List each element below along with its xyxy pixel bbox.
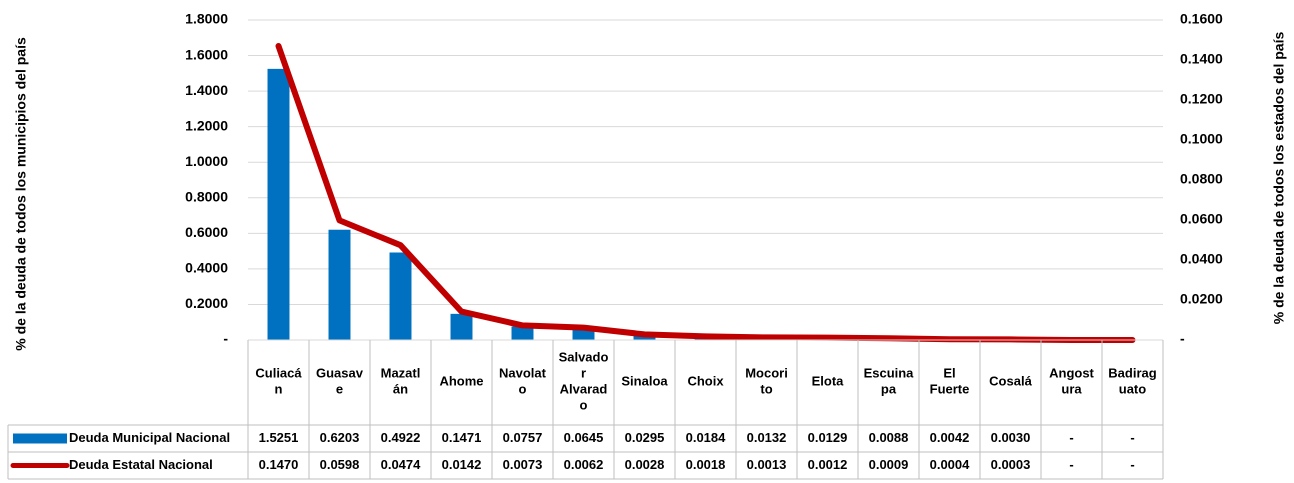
data-table-value: 0.0003 bbox=[991, 457, 1031, 472]
data-table-value: 0.1471 bbox=[442, 430, 482, 445]
x-category-label: Sinaloa bbox=[621, 374, 668, 389]
bar bbox=[450, 313, 473, 340]
data-table-value: 0.1470 bbox=[259, 457, 299, 472]
data-table-value: 0.0004 bbox=[930, 457, 971, 472]
x-category-label: Choix bbox=[687, 374, 724, 389]
data-table-value: 1.5251 bbox=[259, 430, 299, 445]
x-category-label: Guasav e bbox=[316, 366, 364, 397]
data-table-value: 0.0012 bbox=[808, 457, 848, 472]
x-category-label: Cosalá bbox=[989, 374, 1032, 389]
data-table: Culiacá n Guasav e Mazatl án Ahome Navolat o Salv… bbox=[7, 340, 1164, 480]
data-table-value: 0.0088 bbox=[869, 430, 909, 445]
data-table-value: 0.0028 bbox=[625, 457, 665, 472]
data-table-value: 0.0132 bbox=[747, 430, 787, 445]
x-category-label: Culiacá n bbox=[255, 366, 302, 397]
data-table-value: 0.4922 bbox=[381, 430, 421, 445]
x-category-label: Elota bbox=[812, 374, 845, 389]
y-tick-label-left: 0.6000 bbox=[185, 224, 228, 240]
legend-label: Deuda Estatal Nacional bbox=[69, 457, 213, 472]
legend-label: Deuda Municipal Nacional bbox=[69, 430, 230, 445]
x-category-label: Escuina pa bbox=[864, 366, 915, 397]
data-table-value: 0.0142 bbox=[442, 457, 482, 472]
y-tick-label-left: - bbox=[223, 331, 228, 347]
y-tick-label-left: 0.2000 bbox=[185, 295, 228, 311]
data-table-value: 0.0129 bbox=[808, 430, 848, 445]
y-tick-label-right: 0.1000 bbox=[1180, 131, 1223, 147]
data-table-value: 0.0295 bbox=[625, 430, 665, 445]
data-table-value: 0.0030 bbox=[991, 430, 1031, 445]
x-category-label: Mocori to bbox=[745, 366, 788, 397]
bar-series bbox=[267, 68, 1022, 341]
axes: - 0.2000 0.4000 0.6000 0.8000 1.0000 1.2000 1.4… bbox=[185, 11, 1223, 347]
x-category-label: Ahome bbox=[439, 374, 483, 389]
bar bbox=[511, 326, 534, 340]
x-category-label: El Fuerte bbox=[930, 366, 970, 397]
data-table-value: 0.0073 bbox=[503, 457, 543, 472]
data-table-value: 0.0018 bbox=[686, 457, 726, 472]
data-table-value: 0.0013 bbox=[747, 457, 787, 472]
y-axis-label-left: % de la deuda de todos los municipios de… bbox=[13, 37, 29, 351]
y-tick-label-left: 1.6000 bbox=[185, 46, 228, 62]
x-category-label: Badirag uato bbox=[1108, 366, 1156, 397]
bar bbox=[328, 229, 351, 340]
x-category-label: Salvado r Alvarad o bbox=[559, 350, 609, 413]
x-category-label: Mazatl án bbox=[381, 366, 421, 397]
data-table-value: 0.0645 bbox=[564, 430, 604, 445]
y-tick-label-right: 0.1400 bbox=[1180, 51, 1223, 67]
y-tick-label-right: - bbox=[1180, 331, 1185, 347]
y-tick-label-right: 0.1200 bbox=[1180, 91, 1223, 107]
gridlines bbox=[248, 19, 1163, 341]
data-table-value: - bbox=[1069, 430, 1073, 445]
x-category-label: Angost ura bbox=[1049, 366, 1094, 397]
data-table-value: - bbox=[1069, 457, 1073, 472]
y-tick-label-right: 0.0200 bbox=[1180, 291, 1223, 307]
y-tick-label-left: 1.0000 bbox=[185, 153, 228, 169]
x-category-label: Navolat o bbox=[499, 366, 547, 397]
data-table-value: 0.0042 bbox=[930, 430, 970, 445]
legend-key-bar bbox=[13, 433, 67, 444]
bar bbox=[572, 328, 595, 340]
y-tick-label-right: 0.0400 bbox=[1180, 251, 1223, 267]
y-tick-label-right: 0.0600 bbox=[1180, 211, 1223, 227]
line-series bbox=[275, 43, 1136, 343]
data-table-value: - bbox=[1130, 457, 1134, 472]
y-tick-label-left: 0.4000 bbox=[185, 260, 228, 276]
data-table-value: 0.6203 bbox=[320, 430, 360, 445]
bar bbox=[389, 252, 412, 340]
y-tick-label-left: 0.8000 bbox=[185, 188, 228, 204]
y-tick-label-left: 1.8000 bbox=[185, 11, 228, 27]
data-table-value: 0.0009 bbox=[869, 457, 909, 472]
y-tick-label-right: 0.1600 bbox=[1180, 11, 1223, 27]
data-table-value: 0.0474 bbox=[381, 457, 422, 472]
y-tick-label-left: 1.2000 bbox=[185, 117, 228, 133]
bar bbox=[267, 68, 290, 341]
y-tick-label-left: 1.4000 bbox=[185, 82, 228, 98]
data-table-value: 0.0757 bbox=[503, 430, 543, 445]
data-table-value: 0.0062 bbox=[564, 457, 604, 472]
y-axis-label-right: % de la deuda de todos los estados del p… bbox=[1271, 32, 1287, 325]
data-table-value: 0.0598 bbox=[320, 457, 360, 472]
data-table-value: 0.0184 bbox=[686, 430, 727, 445]
y-tick-label-right: 0.0800 bbox=[1180, 171, 1223, 187]
data-table-value: - bbox=[1130, 430, 1134, 445]
line-path bbox=[275, 43, 1136, 343]
